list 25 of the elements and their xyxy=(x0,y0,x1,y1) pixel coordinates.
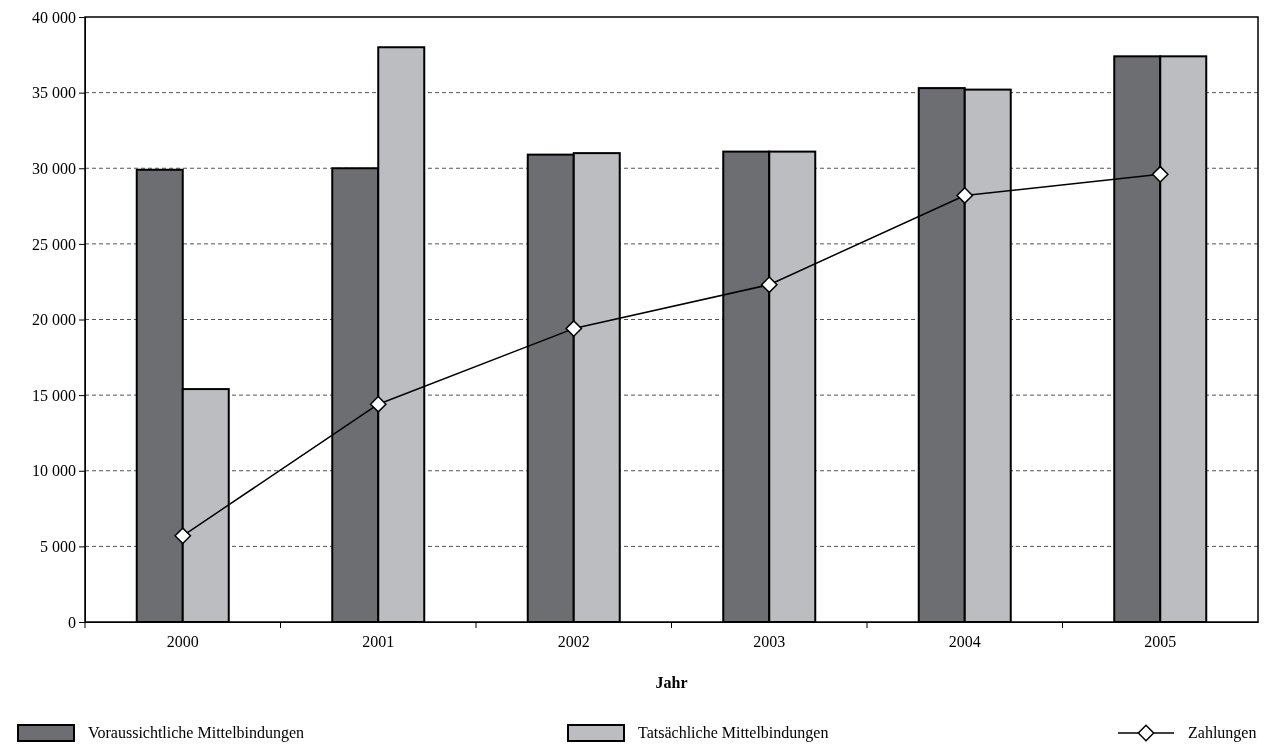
x-tick-label: 2003 xyxy=(753,633,786,651)
point xyxy=(1151,165,1169,183)
x-tick-label: 2004 xyxy=(948,633,981,651)
legend-label: Voraussichtliche Mittelbindungen xyxy=(88,724,305,742)
y-tick-label: 30 000 xyxy=(32,159,76,177)
y-tick-label: 5 000 xyxy=(40,537,76,555)
x-tick-label: 2002 xyxy=(557,633,590,651)
x-tick-label: 2000 xyxy=(166,633,199,651)
y-tick-label: 15 000 xyxy=(32,386,76,404)
x-tick-label: 2005 xyxy=(1144,633,1177,651)
y-tick-label: 25 000 xyxy=(32,235,76,253)
x-tick-label: 2001 xyxy=(362,633,395,651)
point xyxy=(760,276,778,294)
y-tick-label: 10 000 xyxy=(32,462,76,480)
point xyxy=(956,187,974,204)
y-tick-label: 35 000 xyxy=(32,84,76,102)
y-tick-label: 20 000 xyxy=(32,311,76,329)
point xyxy=(565,320,583,337)
legend-label: Tatsächliche Mittelbindungen xyxy=(638,724,829,742)
point xyxy=(369,395,387,413)
y-tick-label: 40 000 xyxy=(32,8,76,26)
x-axis-title: Jahr xyxy=(655,674,688,691)
point xyxy=(174,527,192,545)
y-tick-label: 0 xyxy=(68,613,76,631)
legend-label: Zahlungen xyxy=(1188,724,1257,742)
